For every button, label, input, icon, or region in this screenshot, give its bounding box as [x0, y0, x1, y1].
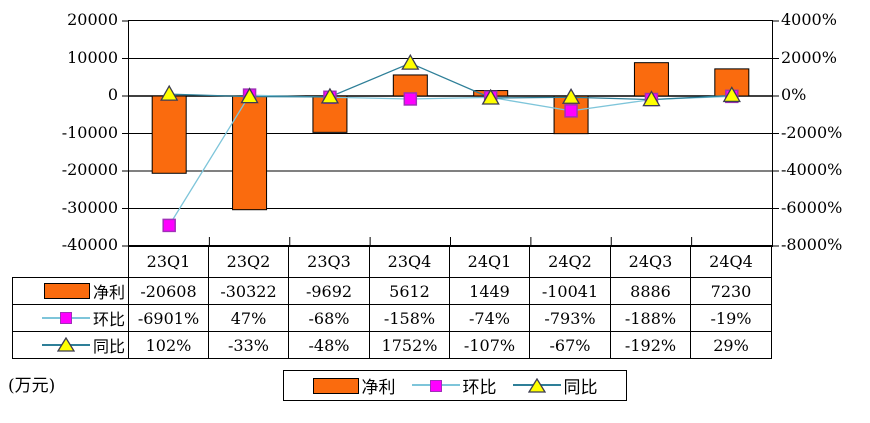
table-row: 同比 102% -33% -48% 1752% -107% -67% -192% 29% [12, 331, 772, 359]
chart-svg [122, 20, 779, 247]
y-axis-label-right: 0% [781, 85, 807, 104]
yoy-triangle-marker [722, 86, 741, 103]
table-header-cell: 23Q1 [128, 245, 209, 278]
y-axis-label-left: 20000 [67, 10, 118, 29]
net-profit-swatch-icon [312, 377, 359, 394]
legend-item: 环比 [411, 373, 497, 398]
yoy-triangle-marker [642, 90, 661, 107]
qoq-marker-icon [411, 377, 460, 394]
triangle-icon [56, 337, 75, 352]
table-row: 净利 -20608 -30322 -9692 5612 1449 -10041 8886 723… [12, 277, 772, 305]
net-profit-bar [232, 95, 268, 211]
data-table-region: 23Q1 23Q2 23Q3 23Q4 24Q1 24Q2 24Q3 24Q4 净利 -20608… [12, 245, 772, 359]
legend-label: 环比 [462, 378, 497, 398]
net-profit-bar [151, 95, 187, 174]
table-value-cell: -107% [449, 331, 530, 359]
table-value-cell: -74% [449, 304, 530, 332]
table-row: 环比 -6901% 47% -68% -158% -74% -793% -188% -19% [12, 304, 772, 332]
table-header-cell: 23Q2 [208, 245, 289, 278]
table-value-cell: -33% [208, 331, 289, 359]
y-axis-label-right: 2000% [781, 47, 837, 67]
table-value-cell: -188% [610, 304, 691, 332]
table-value-cell: -67% [529, 331, 611, 359]
yoy-triangle-marker [240, 87, 259, 104]
qoq-square-marker [403, 92, 418, 106]
table-value-cell: 7230 [690, 277, 772, 305]
legend-item: 同比 [512, 373, 598, 398]
table-value-cell: -30322 [208, 277, 289, 305]
table-value-cell: -19% [690, 304, 772, 332]
y-axis-label-right: -2000% [781, 122, 843, 142]
y-axis-label-left: -30000 [61, 197, 118, 217]
legend-label: 净利 [361, 378, 396, 398]
y-axis-label-right: -6000% [781, 197, 843, 217]
y-axis-label-left: 0 [107, 85, 118, 104]
table-value-cell: 47% [208, 304, 289, 332]
table-header-cell: 24Q3 [610, 245, 691, 278]
table-value-cell: -6901% [128, 304, 209, 332]
yoy-triangle-marker [561, 87, 581, 104]
table-value-cell: 29% [690, 331, 772, 359]
table-value-cell: 8886 [610, 277, 691, 305]
net-profit-swatch-icon [43, 283, 90, 299]
yoy-marker-icon [512, 377, 561, 394]
triangle-icon [527, 377, 546, 393]
y-axis-label-left: -20000 [61, 160, 118, 179]
table-value-cell: -158% [369, 304, 450, 332]
series-name-label: 环比 [92, 310, 125, 329]
yoy-marker-icon [41, 337, 90, 354]
table-header-cell: 23Q4 [369, 245, 450, 278]
table-header-cell: 24Q4 [690, 245, 772, 278]
y-axis-label-right: -8000% [781, 235, 843, 254]
table-key-cell: 同比 [12, 331, 129, 359]
qoq-marker-icon [41, 310, 90, 327]
table-header-cell: 23Q3 [288, 245, 370, 278]
table-value-cell: -20608 [128, 277, 209, 305]
qoq-square-marker [162, 218, 176, 233]
y-axis-label-left: -10000 [61, 122, 118, 142]
series-name-label: 净利 [92, 283, 125, 302]
table-value-cell: -9692 [288, 277, 370, 305]
table-header-row: 23Q1 23Q2 23Q3 23Q4 24Q1 24Q2 24Q3 24Q4 [13, 245, 772, 278]
table-value-cell: -10041 [529, 277, 611, 305]
yoy-triangle-marker [481, 88, 500, 105]
table-value-cell: 1449 [449, 277, 530, 305]
y-axis-label-right: -4000% [781, 160, 843, 179]
qoq-square-marker [564, 104, 578, 118]
table-value-cell: 5612 [369, 277, 450, 305]
table-key-cell: 净利 [12, 277, 129, 305]
y-axis-label-left: -40000 [61, 235, 118, 254]
chart-data-table: 23Q1 23Q2 23Q3 23Q4 24Q1 24Q2 24Q3 24Q4 净利 -20608… [12, 245, 772, 359]
y-axis-label-right: 4000% [781, 10, 837, 29]
table-header-cell: 24Q2 [529, 245, 611, 278]
table-value-cell: 102% [128, 331, 209, 359]
chart-plot-area [122, 20, 779, 247]
table-value-cell: -793% [529, 304, 611, 332]
table-value-cell: -192% [610, 331, 691, 359]
qoq-line [168, 94, 732, 226]
table-header-cell: 24Q1 [449, 245, 530, 278]
yoy-line [169, 62, 732, 101]
table-key-cell: 环比 [12, 304, 129, 332]
chart-legend: 净利 环比 同比 [283, 370, 627, 401]
yoy-triangle-marker [401, 53, 420, 70]
table-value-cell: -68% [288, 304, 370, 332]
legend-label: 同比 [563, 378, 598, 398]
series-name-label: 同比 [92, 337, 125, 356]
yoy-triangle-marker [160, 84, 179, 101]
table-value-cell: -48% [288, 331, 370, 359]
axis-unit-label: (万元) [8, 376, 56, 396]
legend-item: 净利 [312, 373, 396, 398]
table-value-cell: 1752% [369, 331, 450, 359]
y-axis-label-left: 10000 [67, 47, 118, 67]
yoy-triangle-marker [320, 87, 340, 104]
